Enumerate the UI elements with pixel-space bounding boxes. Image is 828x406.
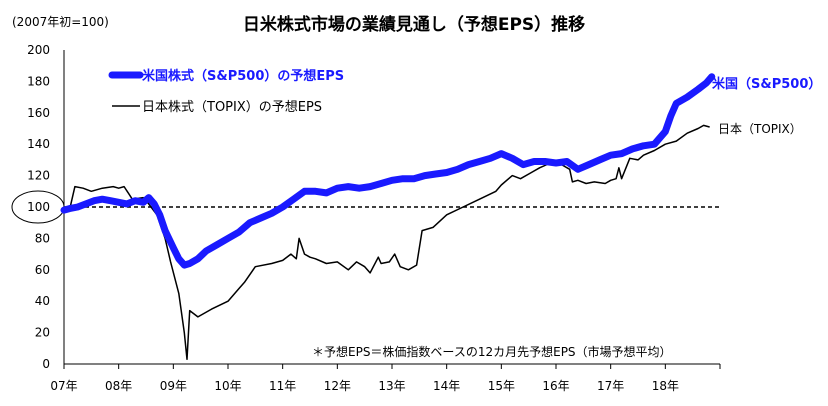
x-tick-label: 08年 [105, 379, 132, 393]
x-tick-label: 15年 [488, 379, 515, 393]
y-tick-label: 40 [35, 294, 50, 308]
series-end-label-japan: 日本（TOPIX） [718, 122, 802, 136]
series-lines [60, 73, 716, 361]
x-tick-label: 10年 [214, 379, 241, 393]
legend: 米国株式（S&P500）の予想EPS 日本株式（TOPIX）の予想EPS [102, 60, 364, 118]
y-tick-label: 120 [27, 169, 50, 183]
x-tick-label: 14年 [433, 379, 460, 393]
y-tick-label: 140 [27, 137, 50, 151]
series-line-us [60, 73, 716, 269]
series-line-japan [63, 124, 710, 361]
y-tick-label: 0 [42, 357, 50, 371]
y-tick-label: 200 [27, 43, 50, 57]
x-tick-label: 17年 [597, 379, 624, 393]
x-tick-label: 12年 [324, 379, 351, 393]
legend-label-us: 米国株式（S&P500）の予想EPS [142, 68, 344, 84]
legend-label-japan: 日本株式（TOPIX）の予想EPS [142, 99, 322, 115]
x-tick-label: 16年 [542, 379, 569, 393]
chart-title: 日米株式市場の業績見通し（予想EPS）推移 [243, 14, 585, 35]
y-tick-label: 180 [27, 74, 50, 88]
x-tick-labels: 07年 08年 09年 10年 11年 12年 13年 14年 15年 16年 17年 18年 [50, 364, 721, 393]
y-tick-label: 60 [35, 263, 50, 277]
chart-footnote: ＊予想EPS＝株価指数ベースの12カ月先予想EPS（市場予想平均） [312, 344, 672, 359]
y-tick-label: 100 [27, 200, 50, 214]
y-tick-label: 20 [35, 326, 50, 340]
legend-box [102, 60, 364, 118]
series-end-label-us: 米国（S&P500） [712, 76, 821, 92]
x-tick-label: 13年 [378, 379, 405, 393]
chart-subtitle: (2007年初=100) [12, 15, 109, 29]
x-tick-label: 11年 [269, 379, 296, 393]
y-tick-labels: 0 20 40 60 80 100 120 140 160 180 200 [27, 43, 50, 371]
x-tick-label: 18年 [652, 379, 679, 393]
x-tick-label: 09年 [160, 379, 187, 393]
y-tick-label: 80 [35, 231, 50, 245]
plot-area: 0 20 40 60 80 100 120 140 160 180 200 07年 08年 09年 10年… [11, 43, 721, 393]
x-tick-label: 07年 [50, 379, 77, 393]
y-tick-label: 160 [27, 106, 50, 120]
